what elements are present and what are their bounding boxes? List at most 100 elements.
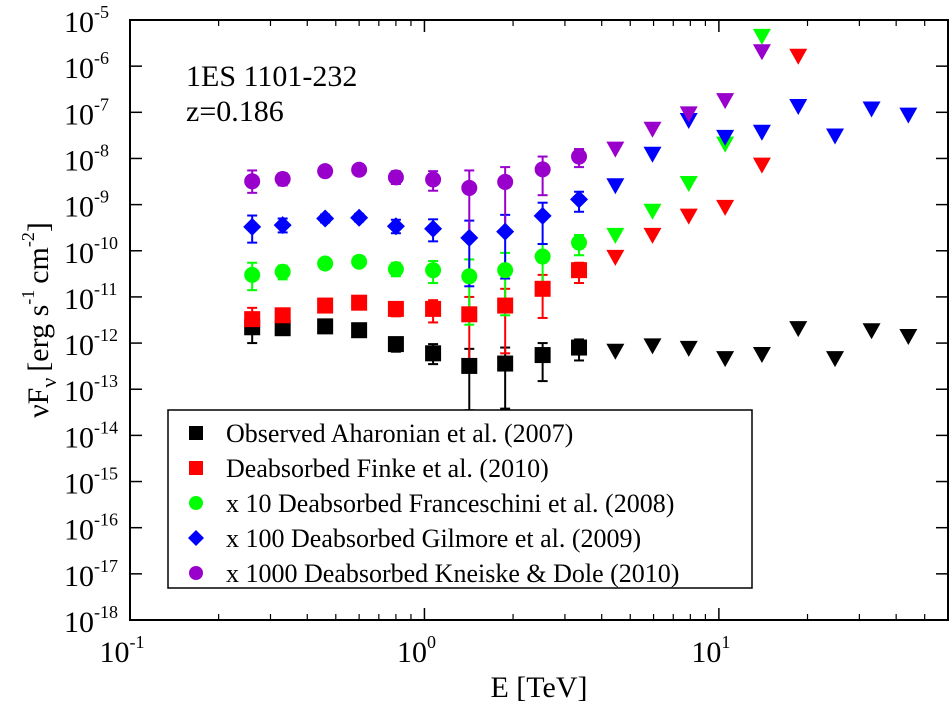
data-point (571, 234, 588, 251)
y-tick-label: 10-5 (64, 2, 109, 39)
upper-limit-point (862, 101, 881, 118)
data-point (497, 262, 514, 279)
upper-limit-point (643, 121, 662, 138)
data-point (534, 347, 551, 364)
data-point (570, 190, 589, 209)
y-tick-label: 10-17 (64, 556, 118, 593)
data-point (387, 261, 404, 278)
data-point (387, 169, 404, 186)
axis-ticks: 10-1 100 101 10-18 10-17 10-16 10-15 10-14 10-13… (64, 2, 949, 669)
legend-label: x 10 Deabsorbed Franceschini et al. (200… (226, 489, 674, 518)
data-point (425, 300, 442, 317)
data-point (244, 311, 261, 328)
data-point (425, 345, 442, 362)
upper-limit-point (826, 128, 845, 145)
upper-limit-point (679, 106, 698, 123)
data-point (273, 216, 292, 235)
data-point (386, 217, 405, 236)
upper-limit-point (862, 323, 881, 340)
source-label: 1ES 1101-232 (186, 60, 357, 93)
upper-limit-point (752, 44, 771, 61)
data-point (571, 262, 588, 279)
data-point (243, 217, 262, 236)
data-point (387, 336, 404, 353)
y-tick-label: 10-7 (64, 94, 109, 131)
upper-limit-point (826, 351, 845, 368)
data-point (274, 170, 291, 187)
data-point (351, 294, 368, 311)
y-tick-label: 10-6 (64, 48, 109, 85)
data-point (351, 253, 368, 270)
data-point (317, 255, 334, 272)
legend-marker (189, 426, 203, 440)
upper-limit-point (643, 227, 662, 244)
legend-label: x 100 Deabsorbed Gilmore et al. (2009) (226, 524, 641, 553)
redshift-label: z=0.186 (186, 95, 284, 128)
x-tick-label: 10-1 (100, 632, 145, 669)
upper-limit-point (716, 129, 735, 146)
data-point (461, 357, 478, 374)
data-point (571, 339, 588, 356)
data-point (425, 262, 442, 279)
upper-limit-point (679, 208, 698, 225)
data-point (534, 161, 551, 178)
upper-limit-point (789, 48, 808, 65)
upper-limit-point (752, 347, 771, 364)
y-tick-label: 10-11 (64, 279, 117, 316)
data-point (274, 307, 291, 324)
data-point (461, 179, 478, 196)
upper-limit-point (643, 146, 662, 163)
data-point (317, 318, 334, 335)
upper-limit-point (899, 329, 918, 346)
y-tick-label: 10-15 (64, 464, 118, 501)
upper-limit-point (752, 28, 771, 45)
upper-limit-point (716, 93, 735, 110)
plot-frame (129, 19, 949, 621)
upper-limit-point (679, 340, 698, 357)
upper-limit-point (643, 203, 662, 220)
data-point (274, 320, 291, 337)
data-point (571, 148, 588, 165)
upper-limit-point (789, 99, 808, 116)
upper-limit-markers (606, 28, 918, 368)
y-tick-label: 10-13 (64, 371, 118, 408)
y-tick-label: 10-18 (64, 602, 118, 639)
legend-label: Observed Aharonian et al. (2007) (226, 419, 573, 448)
data-point (461, 268, 478, 285)
legend-box (167, 409, 753, 589)
upper-limit-point (643, 338, 662, 355)
data-point (533, 206, 552, 225)
data-point (244, 173, 261, 190)
upper-limit-point (606, 227, 625, 244)
data-point (317, 297, 334, 314)
data-point (387, 300, 404, 317)
y-tick-label: 10-12 (64, 325, 118, 362)
x-tick-label: 101 (691, 632, 730, 669)
upper-limit-point (679, 175, 698, 192)
data-point (497, 297, 514, 314)
data-markers (243, 148, 589, 374)
upper-limit-point (752, 124, 771, 141)
data-point (534, 280, 551, 297)
x-tick-label: 100 (397, 632, 436, 669)
data-point (424, 219, 443, 238)
upper-limit-point (606, 343, 625, 360)
data-point (350, 208, 369, 227)
data-point (351, 161, 368, 178)
upper-limit-point (606, 141, 625, 158)
y-tick-label: 10-8 (64, 140, 109, 177)
data-point (461, 306, 478, 323)
legend-label: x 1000 Deabsorbed Kneiske & Dole (2010) (226, 559, 679, 588)
legend: Observed Aharonian et al. (2007) Deabsorb… (167, 409, 753, 589)
data-point (460, 228, 479, 247)
y-tick-label: 10-14 (64, 417, 118, 454)
upper-limit-point (716, 199, 735, 216)
upper-limit-point (789, 321, 808, 338)
data-point (316, 209, 335, 228)
data-point (497, 173, 514, 190)
x-axis-label: E [TeV] (490, 671, 587, 704)
upper-limit-point (752, 157, 771, 174)
legend-marker (189, 566, 203, 580)
